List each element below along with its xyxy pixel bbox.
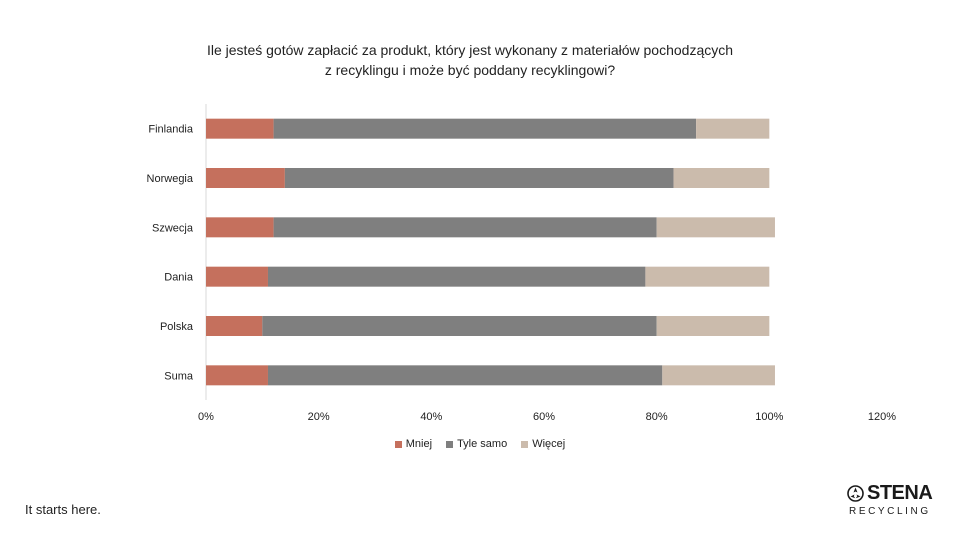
bar-finlandia-więcej <box>696 118 770 139</box>
bar-norwegia-tyle-samo <box>284 168 674 188</box>
category-label: Suma <box>164 370 194 382</box>
bar-finlandia-tyle-samo <box>273 118 697 139</box>
chart-title-line-2: z recyklingu i może być poddany recyklin… <box>324 62 616 78</box>
bar-polska-mniej <box>206 316 263 336</box>
stena-recycling-logo: STENA RECYCLING <box>847 483 939 519</box>
bar-suma-tyle-samo <box>267 365 663 386</box>
legend-label: Więcej <box>532 438 566 450</box>
footer-tagline: It starts here. <box>25 502 101 517</box>
bar-polska-więcej <box>656 316 770 336</box>
chart-title: Ile jesteś gotów zapłacić za produkt, kt… <box>170 40 770 80</box>
x-tick-label: 0% <box>198 411 214 423</box>
chart-legend: Mniej Tyle samo Więcej <box>0 438 960 450</box>
x-tick-label: 100% <box>755 411 783 423</box>
bar-polska-tyle-samo <box>262 316 657 336</box>
stena-logo-icon <box>847 484 864 502</box>
bar-dania-mniej <box>206 266 268 287</box>
bar-szwecja-mniej <box>206 217 274 238</box>
bar-norwegia-więcej <box>673 168 770 188</box>
x-tick-label: 20% <box>308 411 330 423</box>
legend-swatch <box>446 440 454 448</box>
category-label: Polska <box>160 321 194 333</box>
chart-title-line-1: Ile jesteś gotów zapłacić za produkt, kt… <box>206 42 734 58</box>
logo-wordmark: STENA <box>867 482 933 504</box>
category-label: Szwecja <box>152 222 194 234</box>
x-tick-label: 40% <box>420 411 442 423</box>
x-tick-label: 60% <box>533 411 555 423</box>
bar-szwecja-więcej <box>656 217 775 238</box>
legend-item: Tyle samo <box>446 438 507 450</box>
bar-suma-więcej <box>662 365 775 386</box>
legend-label: Mniej <box>405 438 433 450</box>
bar-norwegia-mniej <box>206 168 285 188</box>
x-tick-label: 120% <box>868 411 896 423</box>
legend-swatch <box>394 440 402 448</box>
x-tick-label: 80% <box>646 411 668 423</box>
bar-dania-więcej <box>645 266 770 287</box>
bar-szwecja-tyle-samo <box>273 217 657 238</box>
category-label: Dania <box>164 272 194 284</box>
category-label: Norwegia <box>147 173 194 185</box>
legend-label: Tyle samo <box>457 438 508 450</box>
logo-subtitle: RECYCLING <box>849 506 931 517</box>
legend-item: Mniej <box>394 438 433 450</box>
legend-swatch <box>521 440 529 448</box>
bar-finlandia-mniej <box>206 118 274 139</box>
bar-dania-tyle-samo <box>267 266 646 287</box>
category-label: Finlandia <box>148 124 194 136</box>
legend-item: Więcej <box>521 438 565 450</box>
bar-suma-mniej <box>206 365 268 386</box>
